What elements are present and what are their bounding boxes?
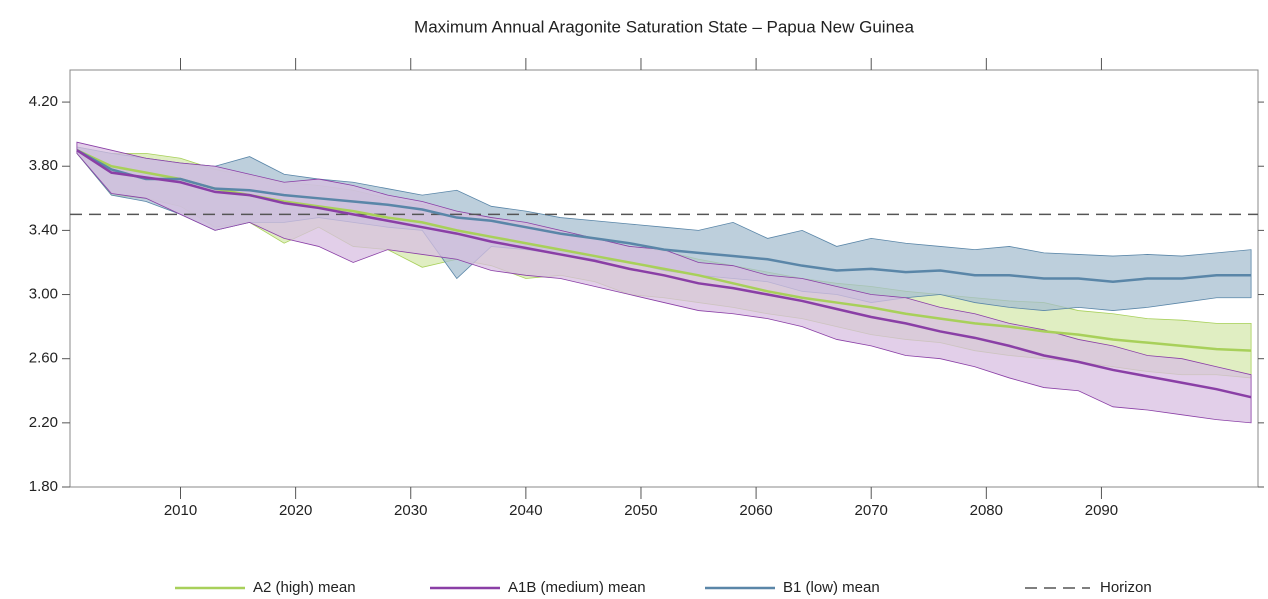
y-tick-label: 3.40: [29, 221, 58, 238]
y-tick-label: 1.80: [29, 478, 58, 495]
legend-label: A1B (medium) mean: [508, 579, 646, 596]
mean-line: [76, 149, 1252, 399]
y-tick-label: 3.80: [29, 157, 58, 174]
legend-label: A2 (high) mean: [253, 579, 356, 596]
x-tick-label: 2070: [855, 502, 888, 519]
x-tick-label: 2040: [509, 502, 542, 519]
y-tick-label: 4.20: [29, 93, 58, 110]
mean-line: [76, 149, 1252, 283]
range-band: [76, 146, 1252, 311]
legend-label: Horizon: [1100, 579, 1152, 596]
y-tick-label: 2.60: [29, 350, 58, 367]
chart-title: Maximum Annual Aragonite Saturation Stat…: [414, 17, 914, 36]
y-tick-label: 3.00: [29, 286, 58, 303]
y-tick-label: 2.20: [29, 414, 58, 431]
legend-label: B1 (low) mean: [783, 579, 880, 596]
range-band: [76, 141, 1252, 424]
x-tick-label: 2020: [279, 502, 312, 519]
x-tick-label: 2050: [624, 502, 657, 519]
x-tick-label: 2060: [739, 502, 772, 519]
x-tick-label: 2010: [164, 502, 197, 519]
x-tick-label: 2090: [1085, 502, 1118, 519]
plot-frame: [69, 69, 1259, 488]
x-tick-label: 2030: [394, 502, 427, 519]
x-tick-label: 2080: [970, 502, 1003, 519]
